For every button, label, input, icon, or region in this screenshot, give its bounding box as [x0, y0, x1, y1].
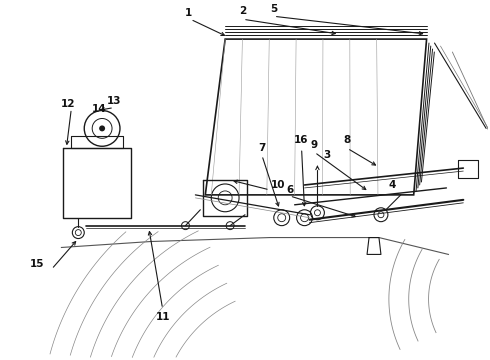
- Text: 12: 12: [61, 99, 75, 109]
- Text: 13: 13: [107, 96, 121, 105]
- Text: 16: 16: [294, 135, 309, 145]
- Circle shape: [99, 125, 105, 131]
- Text: 3: 3: [324, 150, 331, 160]
- Text: 10: 10: [270, 180, 285, 190]
- Text: 2: 2: [240, 6, 246, 16]
- Text: 15: 15: [29, 259, 44, 269]
- Text: 14: 14: [92, 104, 106, 113]
- Text: 7: 7: [258, 143, 266, 153]
- Text: 4: 4: [388, 180, 395, 190]
- Text: 8: 8: [343, 135, 351, 145]
- Text: 9: 9: [311, 140, 318, 150]
- Text: 6: 6: [286, 185, 294, 195]
- Text: 11: 11: [155, 312, 170, 322]
- Text: 5: 5: [270, 4, 277, 14]
- Text: 1: 1: [185, 8, 192, 18]
